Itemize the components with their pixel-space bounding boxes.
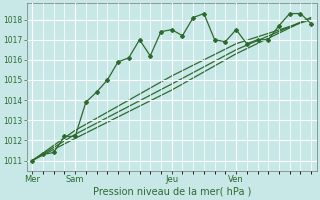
X-axis label: Pression niveau de la mer( hPa ): Pression niveau de la mer( hPa ) xyxy=(92,187,251,197)
